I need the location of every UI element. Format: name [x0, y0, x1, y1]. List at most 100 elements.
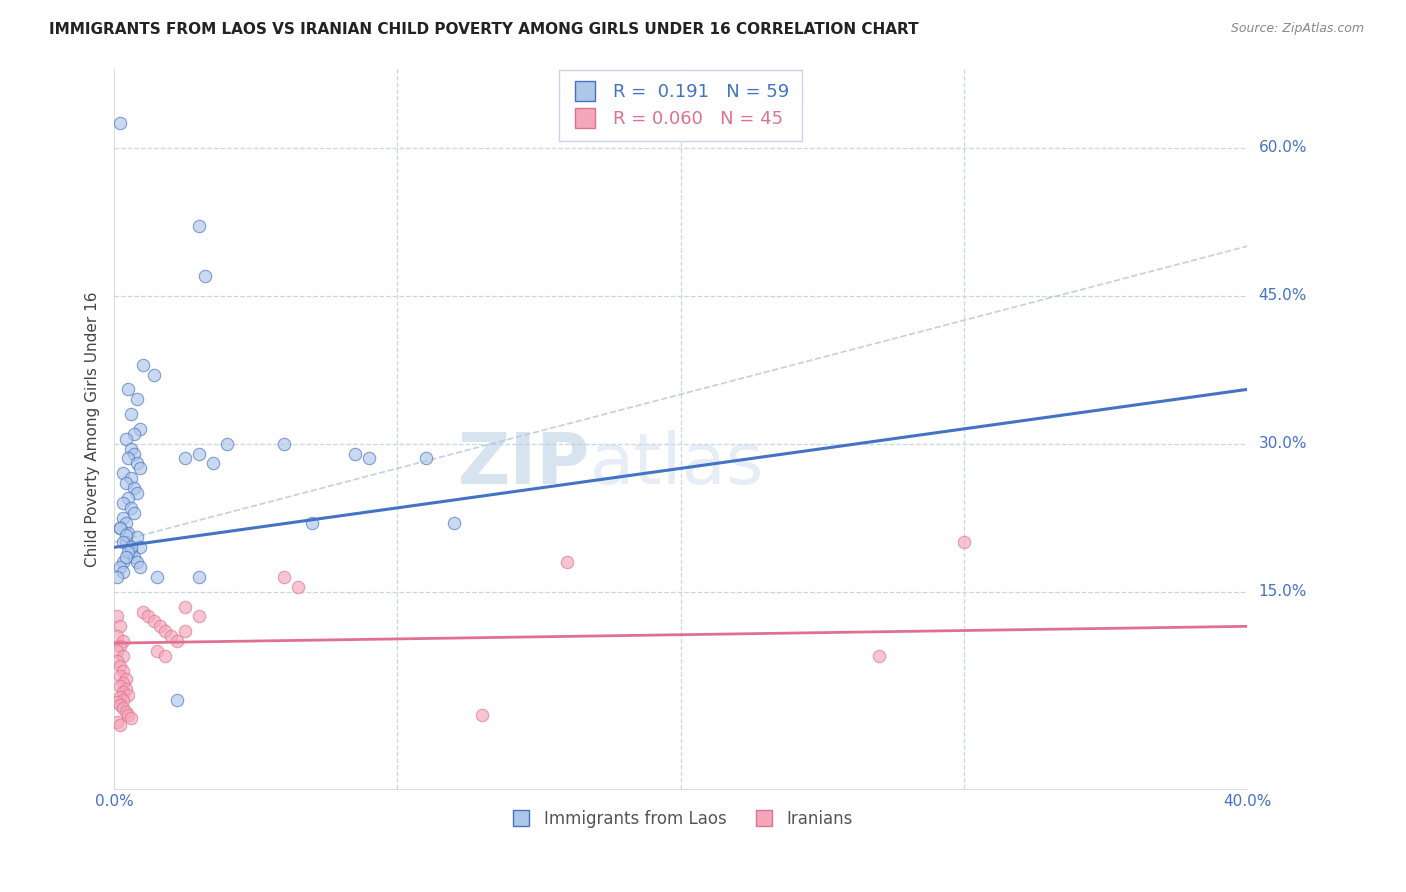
Point	[111, 675, 134, 690]
Point	[105, 654, 128, 668]
Point	[953, 535, 976, 549]
Point	[188, 609, 211, 624]
Point	[117, 491, 139, 505]
Point	[114, 432, 136, 446]
Point	[117, 708, 139, 723]
Point	[273, 570, 295, 584]
Point	[153, 624, 176, 639]
Legend: Immigrants from Laos, Iranians: Immigrants from Laos, Iranians	[502, 804, 859, 835]
Point	[108, 520, 131, 534]
Point	[125, 457, 148, 471]
Text: 30.0%: 30.0%	[1258, 436, 1308, 451]
Point	[125, 531, 148, 545]
Point	[114, 516, 136, 530]
Point	[108, 679, 131, 693]
Point	[343, 446, 366, 460]
Point	[166, 693, 188, 707]
Point	[174, 599, 197, 614]
Point	[128, 461, 150, 475]
Point	[120, 711, 142, 725]
Point	[125, 392, 148, 407]
Point	[105, 570, 128, 584]
Point	[114, 527, 136, 541]
Point	[105, 644, 128, 658]
Point	[273, 436, 295, 450]
Point	[108, 520, 131, 534]
Point	[120, 442, 142, 456]
Point	[114, 476, 136, 491]
Text: Source: ZipAtlas.com: Source: ZipAtlas.com	[1230, 22, 1364, 36]
Point	[868, 648, 890, 663]
Text: 60.0%: 60.0%	[1258, 140, 1308, 155]
Point	[108, 639, 131, 653]
Point	[114, 681, 136, 696]
Point	[111, 467, 134, 481]
Point	[194, 268, 217, 283]
Point	[105, 715, 128, 730]
Point	[120, 471, 142, 485]
Point	[111, 693, 134, 707]
Point	[111, 701, 134, 715]
Point	[128, 541, 150, 555]
Point	[131, 358, 153, 372]
Point	[114, 550, 136, 565]
Point	[128, 422, 150, 436]
Point	[105, 609, 128, 624]
Point	[443, 516, 465, 530]
Point	[117, 525, 139, 540]
Point	[145, 570, 167, 584]
Point	[166, 634, 188, 648]
Point	[188, 570, 211, 584]
Point	[128, 560, 150, 574]
Point	[142, 368, 165, 382]
Point	[111, 496, 134, 510]
Point	[105, 695, 128, 709]
Point	[108, 668, 131, 682]
Point	[125, 486, 148, 500]
Point	[359, 451, 381, 466]
Point	[287, 580, 309, 594]
Point	[188, 446, 211, 460]
Point	[122, 481, 145, 495]
Point	[120, 541, 142, 555]
Point	[111, 664, 134, 678]
Point	[153, 648, 176, 663]
Point	[122, 426, 145, 441]
Point	[111, 555, 134, 569]
Text: atlas: atlas	[591, 431, 765, 500]
Text: 15.0%: 15.0%	[1258, 584, 1308, 599]
Point	[111, 510, 134, 524]
Point	[415, 451, 437, 466]
Point	[125, 555, 148, 569]
Point	[557, 555, 579, 569]
Point	[188, 219, 211, 234]
Point	[114, 535, 136, 549]
Text: 40.0%: 40.0%	[1223, 794, 1271, 809]
Point	[108, 560, 131, 574]
Point	[108, 619, 131, 633]
Point	[174, 624, 197, 639]
Point	[114, 672, 136, 686]
Point	[471, 708, 494, 723]
Text: IMMIGRANTS FROM LAOS VS IRANIAN CHILD POVERTY AMONG GIRLS UNDER 16 CORRELATION C: IMMIGRANTS FROM LAOS VS IRANIAN CHILD PO…	[49, 22, 920, 37]
Text: 0.0%: 0.0%	[94, 794, 134, 809]
Text: ZIP: ZIP	[458, 431, 591, 500]
Point	[108, 690, 131, 705]
Point	[108, 116, 131, 130]
Point	[202, 457, 225, 471]
Point	[122, 506, 145, 520]
Point	[117, 451, 139, 466]
Text: 45.0%: 45.0%	[1258, 288, 1308, 303]
Point	[145, 644, 167, 658]
Point	[131, 605, 153, 619]
Point	[301, 516, 323, 530]
Point	[136, 609, 159, 624]
Point	[105, 629, 128, 643]
Point	[217, 436, 239, 450]
Point	[117, 689, 139, 703]
Point	[111, 634, 134, 648]
Point	[108, 698, 131, 713]
Point	[108, 658, 131, 673]
Point	[111, 535, 134, 549]
Point	[120, 500, 142, 515]
